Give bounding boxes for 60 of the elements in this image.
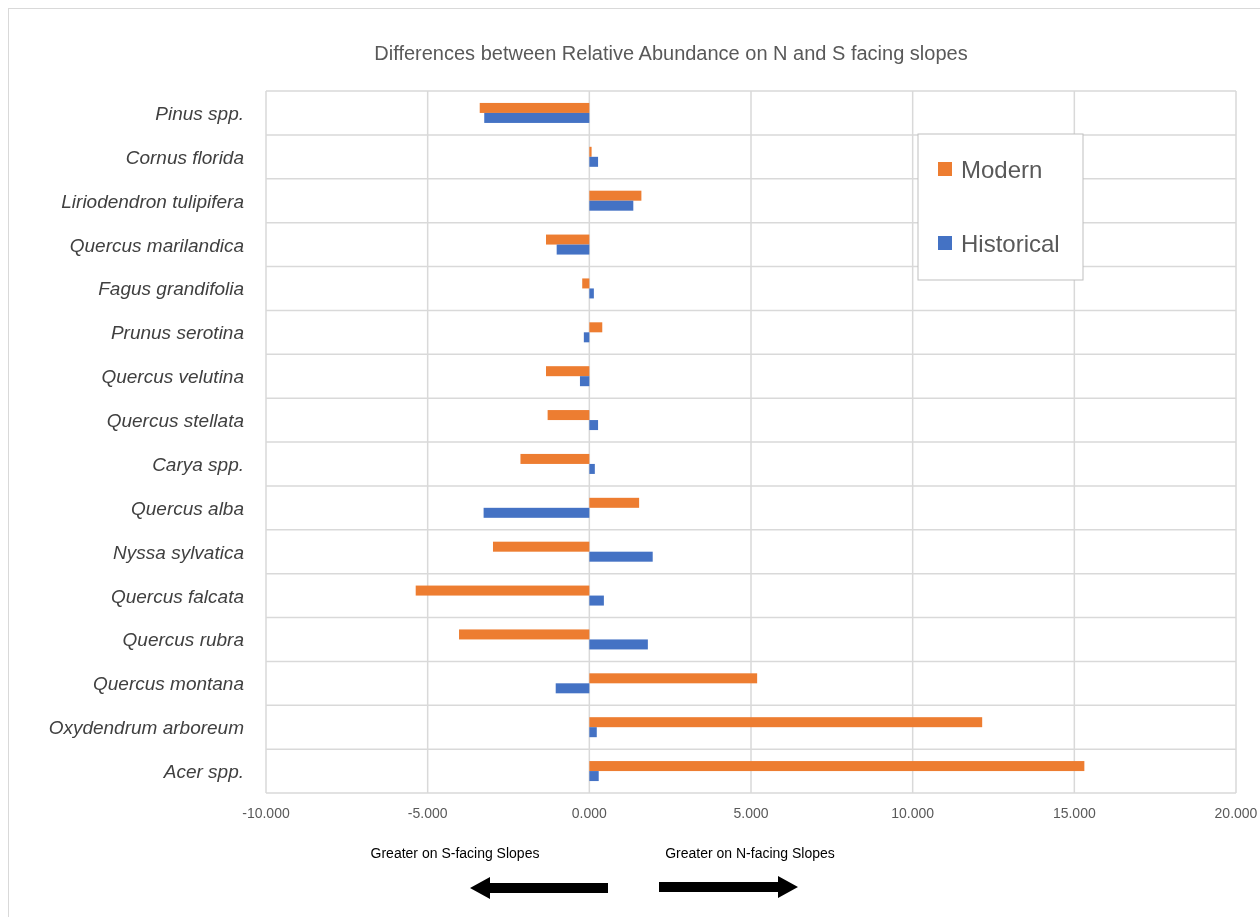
y-tick-label: Quercus marilandica bbox=[69, 234, 244, 256]
y-tick-label: Quercus montana bbox=[92, 673, 244, 695]
bar bbox=[492, 541, 590, 552]
bar bbox=[589, 595, 604, 606]
chart-title: Differences between Relative Abundance on N and S facing slopes bbox=[374, 42, 968, 64]
x-tick-label: -10.000 bbox=[242, 805, 290, 821]
bar bbox=[459, 629, 590, 640]
x-tick-label: 15.000 bbox=[1052, 805, 1096, 821]
bar bbox=[546, 366, 590, 377]
bar bbox=[484, 112, 590, 123]
y-tick-label: Quercus alba bbox=[130, 497, 244, 519]
bar bbox=[589, 190, 642, 201]
bar bbox=[415, 585, 590, 596]
bar bbox=[589, 761, 1085, 772]
bar bbox=[546, 234, 590, 245]
bar bbox=[589, 497, 640, 508]
legend-label: Modern bbox=[961, 156, 1043, 183]
bar bbox=[547, 410, 590, 421]
bar bbox=[589, 156, 599, 167]
y-tick-label: Acer spp. bbox=[162, 761, 244, 783]
bar bbox=[589, 771, 599, 782]
bar bbox=[589, 727, 597, 738]
y-tick-label: Nyssa sylvatica bbox=[113, 541, 244, 563]
bar bbox=[589, 200, 634, 211]
y-tick-label: Liriodendron tulipifera bbox=[61, 190, 244, 212]
bar bbox=[589, 146, 592, 157]
bar bbox=[483, 507, 590, 518]
x-tick-label: -5.000 bbox=[407, 805, 448, 821]
legend-label: Historical bbox=[961, 230, 1060, 257]
y-tick-label: Prunus serotina bbox=[110, 322, 244, 344]
y-tick-label: Quercus stellata bbox=[106, 410, 244, 432]
y-tick-label: Oxydendrum arboreum bbox=[48, 717, 244, 739]
text: Greater on N-facing Slopes bbox=[665, 845, 835, 861]
bar bbox=[589, 551, 653, 562]
y-tick-label: Pinus spp. bbox=[155, 102, 244, 124]
bar bbox=[579, 376, 590, 387]
y-tick-label: Fagus grandifolia bbox=[98, 278, 244, 300]
x-tick-label: 10.000 bbox=[891, 805, 935, 821]
bar bbox=[589, 717, 983, 728]
x-tick-label: 0.000 bbox=[571, 805, 608, 821]
y-tick-label: Quercus falcata bbox=[110, 585, 244, 607]
y-tick-label: Quercus rubra bbox=[122, 629, 244, 651]
bar bbox=[589, 463, 595, 474]
bar bbox=[556, 244, 590, 255]
x-tick-label: 5.000 bbox=[733, 805, 769, 821]
bar bbox=[589, 322, 603, 333]
bar bbox=[479, 102, 590, 113]
bar bbox=[589, 673, 758, 684]
y-tick-label: Cornus florida bbox=[125, 146, 244, 168]
bar bbox=[583, 332, 590, 343]
text: Greater on S-facing Slopes bbox=[370, 845, 540, 861]
y-tick-label: Carya spp. bbox=[152, 453, 244, 475]
bar bbox=[520, 453, 590, 464]
bar bbox=[555, 683, 590, 694]
bar bbox=[589, 288, 594, 299]
y-tick-label: Quercus velutina bbox=[101, 366, 244, 388]
bar bbox=[582, 278, 590, 289]
bar bbox=[589, 420, 599, 431]
x-tick-label: 20.000 bbox=[1214, 805, 1258, 821]
bar bbox=[589, 639, 648, 650]
